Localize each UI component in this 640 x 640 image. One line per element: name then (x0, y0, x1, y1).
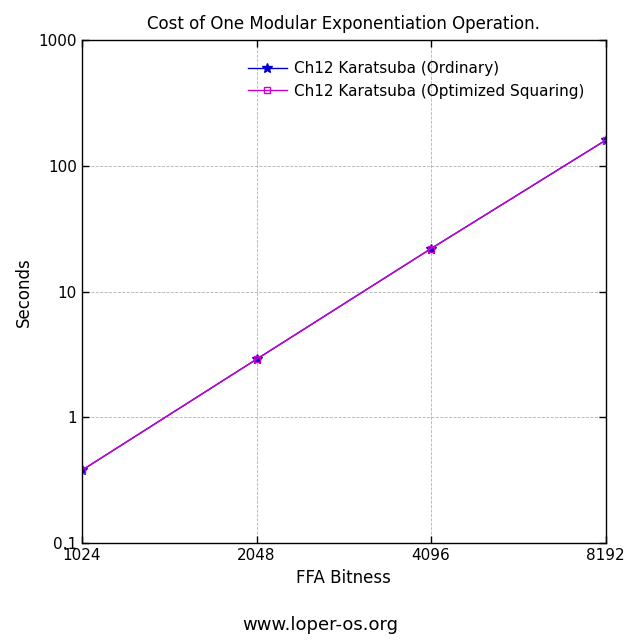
Line: Ch12 Karatsuba (Ordinary): Ch12 Karatsuba (Ordinary) (77, 135, 611, 475)
Y-axis label: Seconds: Seconds (15, 257, 33, 326)
Ch12 Karatsuba (Optimized Squaring) (428, 244, 435, 252)
X-axis label: FFA Bitness: FFA Bitness (296, 568, 391, 587)
Ch12 Karatsuba (Ordinary) (428, 244, 435, 252)
Ch12 Karatsuba (Ordinary) (602, 136, 609, 144)
Ch12 Karatsuba (Optimized Squaring) (602, 136, 609, 144)
Ch12 Karatsuba (Ordinary) (78, 467, 86, 474)
Ch12 Karatsuba (Optimized Squaring) (253, 355, 260, 363)
Ch12 Karatsuba (Optimized Squaring) (78, 467, 86, 474)
Line: Ch12 Karatsuba (Optimized Squaring): Ch12 Karatsuba (Optimized Squaring) (79, 137, 609, 474)
Ch12 Karatsuba (Ordinary) (253, 355, 260, 363)
Title: Cost of One Modular Exponentiation Operation.: Cost of One Modular Exponentiation Opera… (147, 15, 540, 33)
Text: www.loper-os.org: www.loper-os.org (242, 616, 398, 634)
Legend: Ch12 Karatsuba (Ordinary), Ch12 Karatsuba (Optimized Squaring): Ch12 Karatsuba (Ordinary), Ch12 Karatsub… (242, 55, 591, 104)
